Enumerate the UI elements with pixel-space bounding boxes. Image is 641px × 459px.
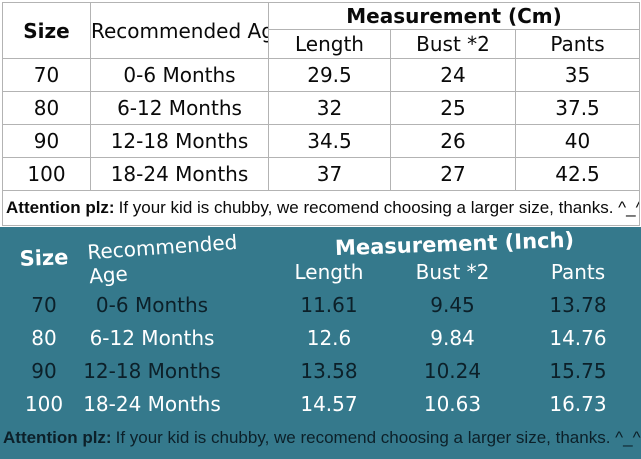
inch-length-header: Length bbox=[294, 260, 364, 284]
pants-cell: 16.73 bbox=[549, 391, 607, 416]
length-cell: 29.5 bbox=[268, 58, 391, 92]
pants-cell: 40 bbox=[514, 124, 641, 158]
cm-measurement-header: Measurement (Cm) bbox=[267, 2, 641, 30]
cm-table-row-100: 100 18-24 Months 37 27 42.5 bbox=[2, 157, 641, 191]
age-cell: 12-18 Months bbox=[90, 124, 269, 158]
size-cell: 90 bbox=[31, 358, 57, 383]
cm-pants-header: Pants bbox=[514, 29, 641, 59]
size-cell: 100 bbox=[24, 391, 64, 416]
inch-pants-header: Pants bbox=[550, 260, 606, 284]
cm-bust-header: Bust *2 bbox=[390, 29, 516, 59]
length-cell: 14.57 bbox=[300, 391, 358, 416]
inch-subheaders: Length Bust *2 Pants bbox=[268, 257, 641, 287]
bust-cell: 24 bbox=[390, 58, 516, 92]
inch-table-row-70: 70 0-6 Months 11.61 9.45 13.78 bbox=[0, 288, 641, 321]
attention-text: If your kid is chubby, we recomend choos… bbox=[115, 428, 641, 447]
attention-label: Attention plz: bbox=[6, 198, 115, 217]
bust-cell: 25 bbox=[390, 91, 516, 125]
pants-cell: 35 bbox=[514, 58, 641, 92]
inch-attention-note: Attention plz: If your kid is chubby, we … bbox=[0, 420, 641, 459]
age-cell: 6-12 Months bbox=[90, 91, 269, 125]
cm-age-header: Recommended Age bbox=[90, 2, 269, 59]
age-cell: 0-6 Months bbox=[95, 292, 209, 317]
size-cell: 70 bbox=[2, 58, 91, 92]
inch-table-row-80: 80 6-12 Months 12.6 9.84 14.76 bbox=[0, 321, 641, 354]
inch-table-row-90: 90 12-18 Months 13.58 10.24 15.75 bbox=[0, 354, 641, 387]
inch-header: Size Recommended Age Measurement (Inch) … bbox=[0, 227, 641, 288]
age-cell: 18-24 Months bbox=[90, 157, 269, 191]
pants-cell: 13.78 bbox=[549, 292, 607, 317]
bust-cell: 9.84 bbox=[430, 325, 475, 350]
bust-cell: 26 bbox=[390, 124, 516, 158]
size-cell: 70 bbox=[31, 292, 57, 317]
length-cell: 11.61 bbox=[300, 292, 358, 317]
cm-size-table: Size Recommended Age Measurement (Cm) Le… bbox=[1, 2, 641, 226]
bust-cell: 27 bbox=[390, 157, 516, 191]
pants-cell: 14.76 bbox=[549, 325, 607, 350]
bust-cell: 10.63 bbox=[423, 391, 482, 416]
length-cell: 13.58 bbox=[300, 358, 358, 383]
cm-table-row-90: 90 12-18 Months 34.5 26 40 bbox=[2, 124, 641, 158]
cm-table-row-80: 80 6-12 Months 32 25 37.5 bbox=[2, 91, 641, 125]
length-cell: 37 bbox=[268, 157, 391, 191]
length-cell: 34.5 bbox=[268, 124, 391, 158]
cm-header-row-2: Length Bust *2 Pants bbox=[3, 29, 641, 59]
length-cell: 12.6 bbox=[306, 325, 352, 350]
attention-text: If your kid is chubby, we recomend choos… bbox=[118, 198, 640, 217]
inch-bust-header: Bust *2 bbox=[415, 260, 490, 284]
inch-age-header: Recommended Age bbox=[86, 229, 239, 288]
age-cell: 6-12 Months bbox=[89, 325, 215, 350]
size-cell: 100 bbox=[2, 157, 91, 191]
inch-size-table: Size Recommended Age Measurement (Inch) … bbox=[0, 227, 641, 459]
cm-size-header: Size bbox=[2, 2, 91, 59]
cm-header-row-1: Size Recommended Age Measurement (Cm) bbox=[2, 2, 641, 59]
size-cell: 80 bbox=[31, 325, 57, 350]
size-cell: 90 bbox=[2, 124, 91, 158]
inch-size-header: Size bbox=[19, 244, 69, 271]
size-cell: 80 bbox=[2, 91, 91, 125]
attention-label: Attention plz: bbox=[3, 428, 112, 447]
pants-cell: 42.5 bbox=[514, 157, 641, 191]
age-cell: 0-6 Months bbox=[90, 58, 269, 92]
age-cell: 12-18 Months bbox=[83, 358, 221, 383]
age-cell: 18-24 Months bbox=[83, 391, 221, 416]
cm-attention-note: Attention plz: If your kid is chubby, we … bbox=[1, 190, 641, 226]
length-cell: 32 bbox=[268, 91, 391, 125]
bust-cell: 10.24 bbox=[423, 358, 482, 383]
bust-cell: 9.45 bbox=[430, 292, 475, 317]
cm-length-header: Length bbox=[268, 29, 391, 59]
pants-cell: 37.5 bbox=[514, 91, 641, 125]
pants-cell: 15.75 bbox=[549, 358, 607, 383]
inch-table-row-100: 100 18-24 Months 14.57 10.63 16.73 bbox=[0, 387, 641, 420]
cm-table-row-70: 70 0-6 Months 29.5 24 35 bbox=[2, 58, 641, 92]
